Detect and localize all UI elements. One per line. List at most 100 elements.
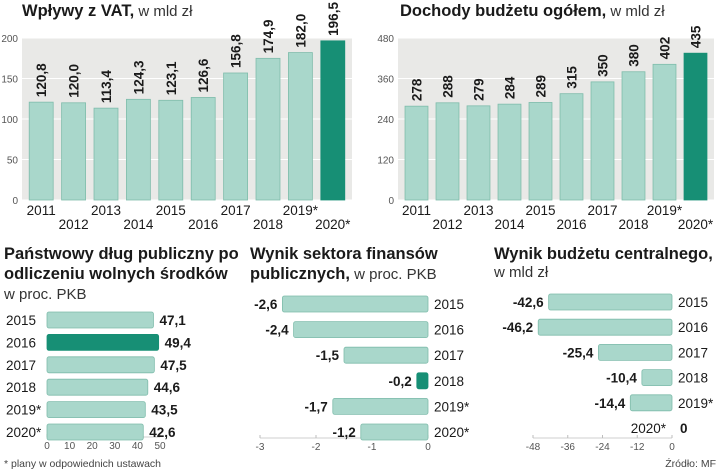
dochody-ytick-label: 480 — [377, 34, 394, 45]
dochody-bar — [652, 63, 677, 201]
dochody-value-label: 315 — [565, 66, 580, 89]
budzet-category-label: 2019* — [678, 396, 714, 411]
dlug-bar — [46, 333, 160, 351]
dlug-bar — [46, 423, 144, 441]
dlug-value-label: 44,6 — [154, 380, 181, 395]
vat-value-label: 174,9 — [261, 20, 276, 54]
sektor-category-label: 2016 — [434, 323, 464, 338]
dlug-value-label: 47,5 — [160, 358, 187, 373]
dochody-bar — [435, 102, 460, 201]
vat-xtick-label: 2017 — [221, 203, 251, 218]
vat-value-label: 156,8 — [229, 34, 244, 68]
budzet-xtick-label: -24 — [595, 442, 610, 453]
dochody-value-label: 288 — [441, 75, 456, 98]
dochody-title: Dochody budżetu ogółem, w mld zł — [400, 2, 665, 20]
budzet-value-label: -46,2 — [502, 320, 533, 335]
sektor-xtick-label: 0 — [425, 442, 431, 453]
sektor-bar — [281, 295, 429, 313]
dlug-bar — [46, 356, 155, 374]
dlug-category-label: 2019* — [6, 403, 42, 418]
budzet-bar — [629, 394, 673, 412]
sektor-category-label: 2017 — [434, 348, 464, 363]
vat-bar — [223, 72, 248, 201]
dochody-value-label: 278 — [410, 78, 425, 101]
source-note: Źródło: MF — [665, 457, 716, 470]
dochody-value-label: 435 — [689, 25, 704, 48]
dochody-xtick-label: 2020* — [678, 217, 714, 232]
budzet-category-label: 2015 — [678, 295, 708, 310]
dochody-xtick-label: 2012 — [432, 217, 462, 232]
sektor-bar — [332, 397, 429, 415]
budzet-xtick-label: -36 — [561, 442, 576, 453]
dochody-xtick-label: 2015 — [525, 203, 555, 218]
vat-bar — [93, 107, 119, 201]
vat-value-label: 120,0 — [67, 64, 82, 98]
sektor-xtick-label: -1 — [368, 442, 377, 453]
sektor-value-label: -2,6 — [254, 297, 278, 312]
sektor-category-label: 2020* — [434, 425, 470, 440]
sektor-bar — [416, 372, 429, 390]
vat-bar — [28, 101, 54, 201]
dochody-bar — [528, 102, 553, 201]
dlug-category-label: 2017 — [6, 358, 36, 373]
dlug-bar — [46, 401, 146, 419]
vat-xtick-label: 2014 — [123, 217, 154, 232]
sektor-title-line2: publicznych, w proc. PKB — [250, 265, 437, 283]
budzet-bar — [598, 343, 673, 361]
vat-value-label: 123,1 — [164, 61, 179, 95]
vat-bar — [190, 97, 216, 201]
sektor-category-label: 2019* — [434, 399, 470, 414]
vat-bar — [288, 52, 313, 201]
budzet-title: Wynik budżetu centralnego, — [494, 245, 713, 263]
vat-value-label: 120,8 — [34, 63, 49, 97]
sektor-xtick-label: -2 — [312, 442, 321, 453]
dlug-category-label: 2015 — [6, 313, 36, 328]
budzet-xtick-label: -12 — [630, 442, 645, 453]
dochody-bar — [497, 103, 522, 201]
dlug-xtick-label: 0 — [44, 441, 50, 452]
dlug-value-label: 42,6 — [149, 425, 176, 440]
dlug-value-label: 47,1 — [159, 313, 186, 328]
dochody-ytick-label: 120 — [377, 156, 394, 167]
vat-xtick-label: 2019* — [283, 203, 319, 218]
dlug-xtick-label: 40 — [132, 441, 144, 452]
vat-xtick-label: 2018 — [253, 217, 283, 232]
dochody-xtick-label: 2018 — [618, 217, 648, 232]
dlug-xtick-label: 20 — [87, 441, 99, 452]
dochody-xtick-label: 2019* — [647, 203, 683, 218]
budzet-value-label: -10,4 — [606, 371, 637, 386]
sektor-bar — [360, 423, 429, 441]
dochody-bar — [683, 52, 708, 201]
vat-revenue-chart: Wpływy z VAT, w mld zł 0 50 100 150 200 120,8 2… — [1, 2, 352, 232]
dochody-xtick-label: 2013 — [463, 203, 493, 218]
dochody-value-label: 289 — [534, 75, 549, 98]
budzet-bar — [641, 369, 673, 387]
dochody-ytick-label: 0 — [388, 196, 394, 207]
sektor-value-label: -2,4 — [265, 323, 289, 338]
dochody-xtick-label: 2014 — [494, 217, 525, 232]
vat-bar — [255, 57, 281, 201]
vat-ytick-label: 50 — [7, 156, 19, 167]
dlug-value-label: 43,5 — [151, 403, 178, 418]
vat-xtick-label: 2012 — [59, 217, 89, 232]
dlug-xtick-label: 10 — [64, 441, 76, 452]
dochody-value-label: 279 — [472, 78, 487, 101]
public-sector-balance-chart: Wynik sektora finansów publicznych, w pro… — [250, 245, 470, 453]
dlug-title-line2: odliczeniu wolnych środków — [4, 265, 228, 283]
vat-xtick-label: 2011 — [27, 203, 56, 218]
budzet-value-label: -25,4 — [563, 345, 594, 360]
vat-ytick-label: 0 — [12, 196, 18, 207]
budzet-bar — [537, 318, 673, 336]
dochody-bar — [559, 93, 584, 201]
budget-revenue-chart: Dochody budżetu ogółem, w mld zł 0 120 240 3… — [377, 2, 714, 232]
vat-bar — [320, 40, 346, 201]
budzet-category-label: 2018 — [678, 371, 708, 386]
dlug-title-line1: Państwowy dług publiczny po — [4, 245, 239, 263]
sektor-title-line1: Wynik sektora finansów — [250, 245, 438, 263]
budzet-value-label: -14,4 — [595, 396, 626, 411]
dlug-xtick-label: 30 — [109, 441, 121, 452]
budzet-xtick-label: -48 — [526, 442, 541, 453]
vat-value-label: 126,6 — [196, 58, 211, 92]
vat-xtick-label: 2020* — [315, 217, 351, 232]
